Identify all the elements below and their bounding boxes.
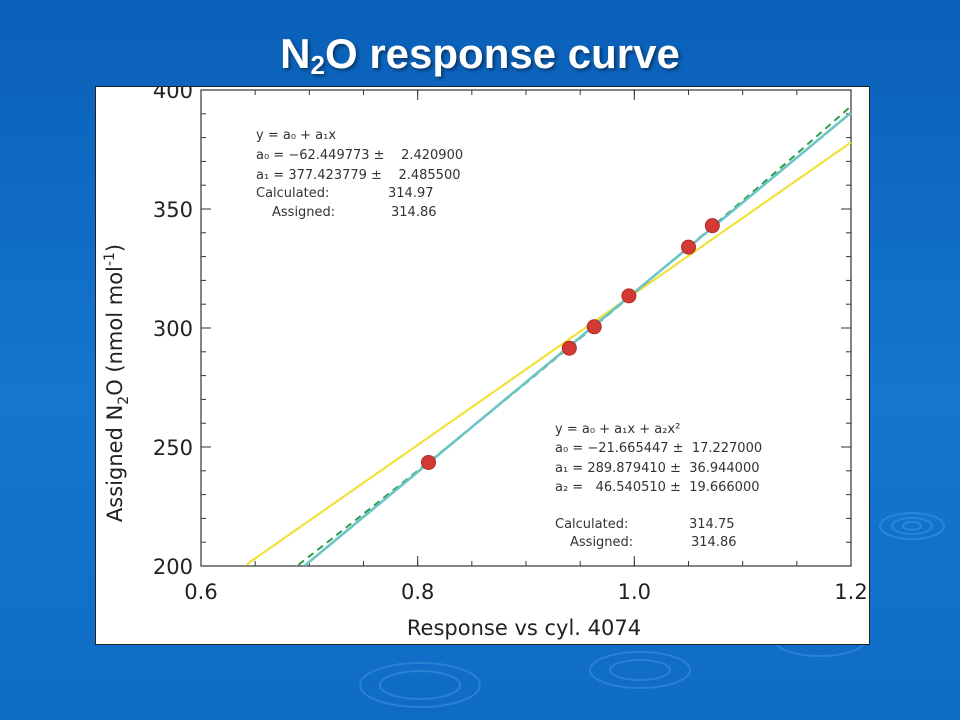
quadratic-a2: a₂ = 46.540510 ± 19.666000 [555, 480, 760, 495]
y-tick-label: 400 [153, 87, 193, 103]
slide-title-subscript: 2 [310, 50, 325, 80]
quadratic-assigned-value: 314.86 [691, 535, 737, 550]
y-tick-label: 350 [153, 198, 193, 222]
data-point [586, 319, 602, 335]
quadratic-a0: a₀ = −21.665447 ± 17.227000 [555, 441, 762, 456]
quadratic-equation: y = a₀ + a₁x + a₂x² [555, 422, 680, 437]
data-point [621, 288, 637, 304]
linear-assigned-label: Assigned: [272, 205, 335, 220]
y-axis-label-sup: -1 [102, 252, 118, 266]
slide-title: N2O response curve [0, 30, 960, 81]
x-tick-label: 1.0 [618, 580, 651, 604]
linear-a1: a₁ = 377.423779 ± 2.485500 [256, 168, 461, 183]
data-point [561, 340, 577, 356]
linear-fit-line [304, 111, 852, 567]
y-axis-label-part2: O (nmol mol [103, 266, 127, 396]
x-tick-label: 0.6 [184, 580, 217, 604]
data-point [681, 239, 696, 255]
linear-calculated-label: Calculated: [256, 186, 329, 201]
data-point [704, 218, 720, 234]
chart-svg: 0.6 0.8 1.0 1.2 200 250 300 350 400 Response vs … [102, 87, 868, 640]
linear-fit-annotation: y = a₀ + a₁x a₀ = −62.449773 ± 2.420900 … [256, 128, 463, 220]
slide-title-rest: O response curve [324, 30, 680, 77]
chart-panel: 0.6 0.8 1.0 1.2 200 250 300 350 400 Response vs … [95, 86, 870, 645]
y-axis-label-part1: Assigned N [103, 405, 127, 522]
linear-equation: y = a₀ + a₁x [256, 128, 336, 143]
quadratic-fit-annotation: y = a₀ + a₁x + a₂x² a₀ = −21.665447 ± 17… [555, 422, 762, 550]
x-axis-label: Response vs cyl. 4074 [407, 616, 641, 640]
y-axis-label: Assigned N2O (nmol mol-1) [102, 244, 132, 522]
x-tick-label: 0.8 [401, 580, 434, 604]
linear-a0: a₀ = −62.449773 ± 2.420900 [256, 148, 463, 163]
linear-calculated-value: 314.97 [388, 186, 434, 201]
yellow-reference-line [245, 141, 852, 566]
x-tick-label: 1.2 [834, 580, 867, 604]
quadratic-calculated-label: Calculated: [555, 517, 628, 532]
y-tick-label: 300 [153, 317, 193, 341]
linear-assigned-value: 314.86 [391, 205, 437, 220]
data-point [421, 454, 436, 470]
quadratic-calculated-value: 314.75 [689, 517, 735, 532]
quadratic-a1: a₁ = 289.879410 ± 36.944000 [555, 461, 760, 476]
slide-title-n: N [280, 30, 311, 77]
y-tick-label: 200 [153, 555, 193, 579]
y-axis-label-sub: 2 [116, 396, 132, 405]
quadratic-assigned-label: Assigned: [570, 535, 633, 550]
y-tick-label: 250 [153, 436, 193, 460]
y-axis-label-part3: ) [103, 244, 127, 252]
